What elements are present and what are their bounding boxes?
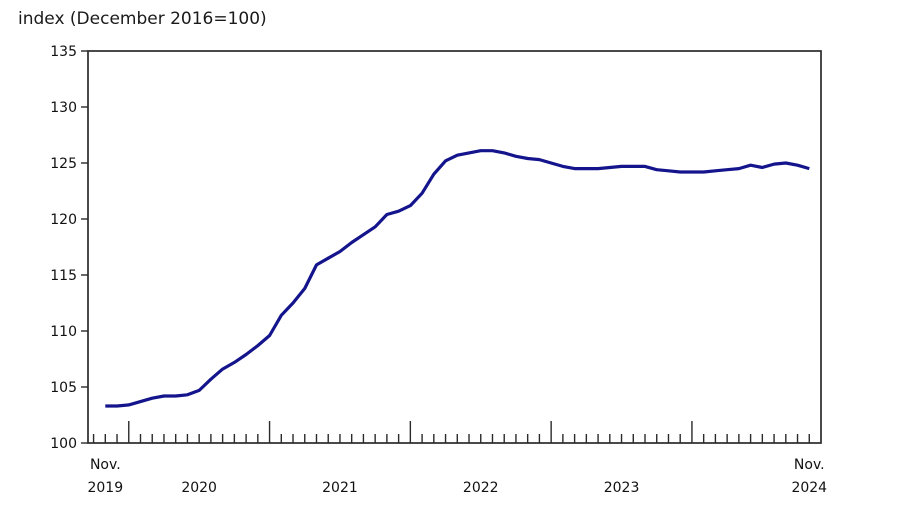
x-axis-month-label: Nov. [90, 457, 121, 473]
y-tick-label: 115 [50, 268, 77, 284]
chart-title: index (December 2016=100) [18, 9, 267, 29]
x-axis-year-label: 2024 [791, 480, 827, 496]
y-tick-label: 130 [50, 100, 77, 116]
plot-border [87, 50, 822, 444]
y-tick-label: 105 [50, 380, 77, 396]
y-tick-label: 110 [50, 324, 77, 340]
x-axis-year-label: 2020 [181, 480, 217, 496]
x-axis-year-label: 2022 [463, 480, 499, 496]
y-tick-label: 135 [50, 44, 77, 60]
x-axis-year-label: 2023 [604, 480, 640, 496]
x-axis-year-label: 2021 [322, 480, 358, 496]
index-series-line [105, 149, 810, 408]
y-tick-label: 100 [50, 436, 77, 452]
y-tick-label: 125 [50, 156, 77, 172]
x-axis-month-label: Nov. [794, 457, 825, 473]
x-axis-year-label: 2019 [87, 480, 123, 496]
y-tick-label: 120 [50, 212, 77, 228]
